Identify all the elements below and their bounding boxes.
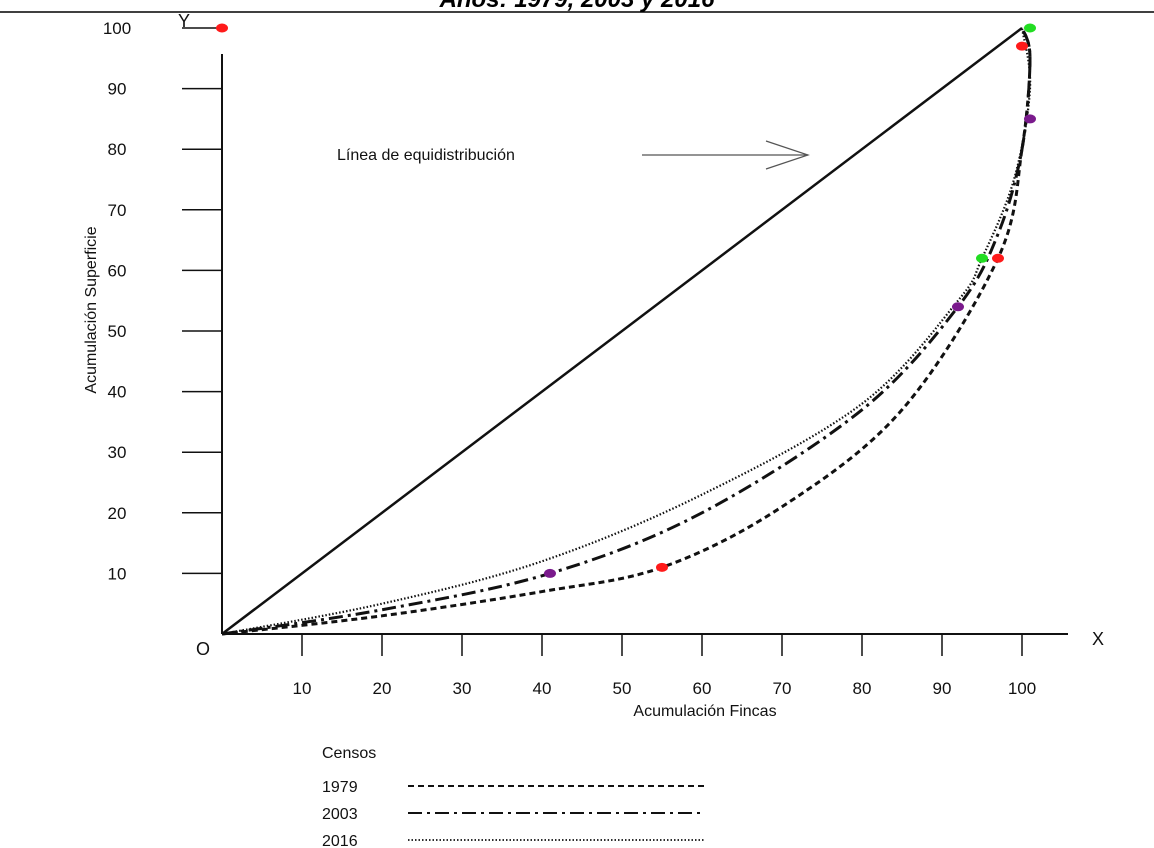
x-tick-label: 10 (293, 679, 312, 698)
y-axis-letter: Y (178, 11, 190, 31)
data-point-1979 (1016, 41, 1028, 51)
y-tick-label: 10 (108, 564, 127, 583)
x-axis-title: Acumulación Fincas (633, 703, 776, 720)
y-tick-label: 70 (108, 201, 127, 220)
y-axis-title: Acumulación Superficie (83, 226, 100, 393)
legend-label-1979: 1979 (322, 779, 358, 796)
data-point-2016 (976, 253, 988, 263)
data-point-2003 (1024, 114, 1036, 124)
legend-title: Censos (322, 745, 376, 762)
data-point-1979 (216, 23, 228, 33)
equidistribution-line (221, 27, 1023, 635)
data-point-1979 (656, 562, 668, 572)
x-tick-label: 100 (1008, 679, 1036, 698)
data-point-2003 (952, 302, 964, 312)
x-tick-label: 20 (373, 679, 392, 698)
y-tick-label: 100 (103, 19, 131, 38)
y-tick-label: 60 (108, 261, 127, 280)
x-tick-label: 30 (453, 679, 472, 698)
equidistribution-arrowhead (765, 140, 810, 170)
x-tick-label: 40 (533, 679, 552, 698)
equidistribution-label: Línea de equidistribución (337, 147, 515, 164)
y-tick-label: 80 (108, 140, 127, 159)
x-tick-label: 90 (933, 679, 952, 698)
data-point-1979 (992, 253, 1004, 263)
x-tick-label: 60 (693, 679, 712, 698)
x-tick-label: 50 (613, 679, 632, 698)
legend-label-2003: 2003 (322, 806, 358, 823)
y-tick-label: 90 (108, 80, 127, 99)
x-axis-letter: X (1092, 629, 1104, 649)
data-point-2003 (544, 568, 556, 578)
x-tick-label: 80 (853, 679, 872, 698)
y-tick-label: 50 (108, 322, 127, 341)
chart-title: Años: 1979, 2003 y 2016 (0, 0, 1154, 14)
legend-label-2016: 2016 (322, 833, 358, 848)
y-tick-label: 30 (108, 443, 127, 462)
y-tick-label: 40 (108, 383, 127, 402)
y-tick-label: 20 (108, 504, 127, 523)
series-line-2016 (221, 27, 1032, 636)
origin-label: O (196, 639, 210, 659)
series-line-2003 (221, 27, 1032, 636)
data-point-2016 (1024, 23, 1036, 33)
x-tick-label: 70 (773, 679, 792, 698)
